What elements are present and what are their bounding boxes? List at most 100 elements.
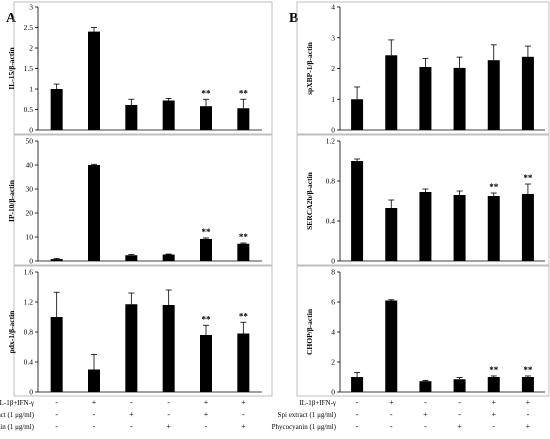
y-axis-label: CHOP/β-actin [305, 308, 314, 355]
treatment-sign: - [167, 398, 170, 407]
y-tick-label: 2.5 [24, 23, 34, 32]
bar [385, 300, 398, 392]
treatment-label: Phycocyanin (1 μg/ml) [0, 423, 35, 431]
treatment-sign: - [390, 422, 393, 431]
treatment-label: IL-1β+IFN-γ [299, 399, 336, 407]
bar [125, 304, 138, 392]
bar [453, 379, 466, 392]
y-tick-label: 0.8 [326, 177, 336, 186]
treatment-sign: + [491, 398, 496, 407]
bar [385, 208, 398, 261]
bar [125, 104, 138, 130]
significance-mark: ** [202, 88, 212, 98]
treatment-sign: - [356, 398, 359, 407]
significance-mark: ** [239, 88, 249, 98]
bar [50, 89, 63, 130]
treatment-sign: - [492, 422, 495, 431]
treatment-sign: - [424, 422, 427, 431]
y-tick-label: 1.6 [24, 268, 34, 277]
y-axis-label: spXBP-1/β-actin [305, 41, 314, 95]
y-tick-label: 50 [26, 137, 34, 146]
chart-a-3: 0 0.4 0.8 1.2 1.6 pdx-1/β-actin ** ** [7, 265, 273, 397]
y-tick-label: 1.2 [24, 298, 34, 307]
y-tick-label: 0.5 [24, 105, 34, 114]
treatment-sign: + [241, 398, 246, 407]
bar [125, 255, 138, 261]
treatment-sign: - [55, 422, 58, 431]
bar [237, 333, 250, 392]
bar [521, 56, 534, 130]
chart-frame [296, 134, 550, 266]
y-tick-label: 2 [331, 64, 335, 73]
bar [487, 196, 500, 261]
treatment-sign: - [130, 398, 133, 407]
y-tick-label: 2 [331, 358, 335, 367]
y-tick-label: 3 [29, 3, 33, 12]
y-tick-label: 0 [331, 388, 335, 397]
treatment-sign: + [204, 410, 209, 419]
y-tick-label: 1.5 [24, 64, 34, 73]
treatment-sign: - [458, 398, 461, 407]
significance-mark: ** [523, 365, 533, 375]
treatment-sign: + [92, 398, 97, 407]
chart-a-2: 0 10 20 30 40 50 IP-10/β-actin ** ** [7, 134, 273, 266]
chart-b-2: 0 0.4 0.8 1.2 SERCA2b/β-actin ** ** [296, 134, 550, 266]
treatment-sign: + [166, 422, 171, 431]
y-axis-label: SERCA2b/β-actin [305, 171, 314, 230]
bar [200, 238, 212, 261]
bar [385, 55, 398, 131]
treatment-sign: + [389, 398, 394, 407]
bar [419, 66, 432, 130]
chart-frame [13, 134, 273, 266]
y-tick-label: 0 [29, 126, 33, 135]
chart-a-1: 0 0.5 1 1.5 2 2.5 3 IL-15/β-actin ** ** [7, 1, 273, 135]
chart-b-1: 0 1 2 3 4 spXBP-1/β-actin [296, 1, 550, 135]
significance-mark: ** [489, 182, 499, 192]
y-tick-label: 10 [26, 233, 34, 242]
y-tick-label: 3 [331, 33, 335, 42]
bar [351, 99, 364, 130]
bar [88, 31, 100, 131]
y-axis-label: IL-15/β-actin [7, 47, 16, 90]
treatment-sign: - [356, 422, 359, 431]
treatment-sign: - [424, 398, 427, 407]
significance-mark: ** [239, 232, 249, 242]
y-tick-label: 0 [29, 257, 33, 266]
bar [200, 335, 212, 392]
treatment-sign: - [93, 410, 96, 419]
treatment-table: IL-1β+IFN-γ - + - - + + Spi extract (1 μg/ml) - -… [0, 398, 531, 431]
treatment-sign: + [241, 422, 246, 431]
y-tick-label: 8 [331, 268, 335, 277]
treatment-sign: - [167, 410, 170, 419]
y-tick-label: 6 [331, 298, 335, 307]
chart-frame [13, 265, 273, 397]
treatment-sign: - [55, 410, 58, 419]
y-tick-label: 1 [29, 85, 33, 94]
treatment-sign: + [423, 410, 428, 419]
bar [88, 369, 100, 392]
bar [453, 67, 466, 130]
y-tick-label: 0 [29, 388, 33, 397]
y-tick-label: 0 [331, 126, 335, 135]
chart-frame [13, 1, 273, 135]
bar [162, 254, 175, 261]
significance-mark: ** [523, 173, 533, 183]
bar [521, 377, 534, 392]
treatment-sign: + [526, 422, 531, 431]
significance-mark: ** [202, 314, 212, 324]
treatment-label: Phycocyanin (1 μg/ml) [272, 423, 337, 431]
y-tick-label: 1.2 [326, 137, 336, 146]
treatment-sign: - [356, 410, 359, 419]
treatment-sign: - [93, 422, 96, 431]
treatment-label: Spi extract (1 μg/ml) [0, 411, 35, 419]
treatment-label: Spi extract (1 μg/ml) [278, 411, 337, 419]
treatment-sign: - [458, 410, 461, 419]
panel-letter-b: B [289, 11, 298, 26]
y-tick-label: 20 [26, 209, 34, 218]
y-tick-label: 0.4 [24, 358, 34, 367]
treatment-sign: + [204, 398, 209, 407]
treatment-sign: - [390, 410, 393, 419]
bar [162, 305, 175, 392]
treatment-sign: - [130, 422, 133, 431]
